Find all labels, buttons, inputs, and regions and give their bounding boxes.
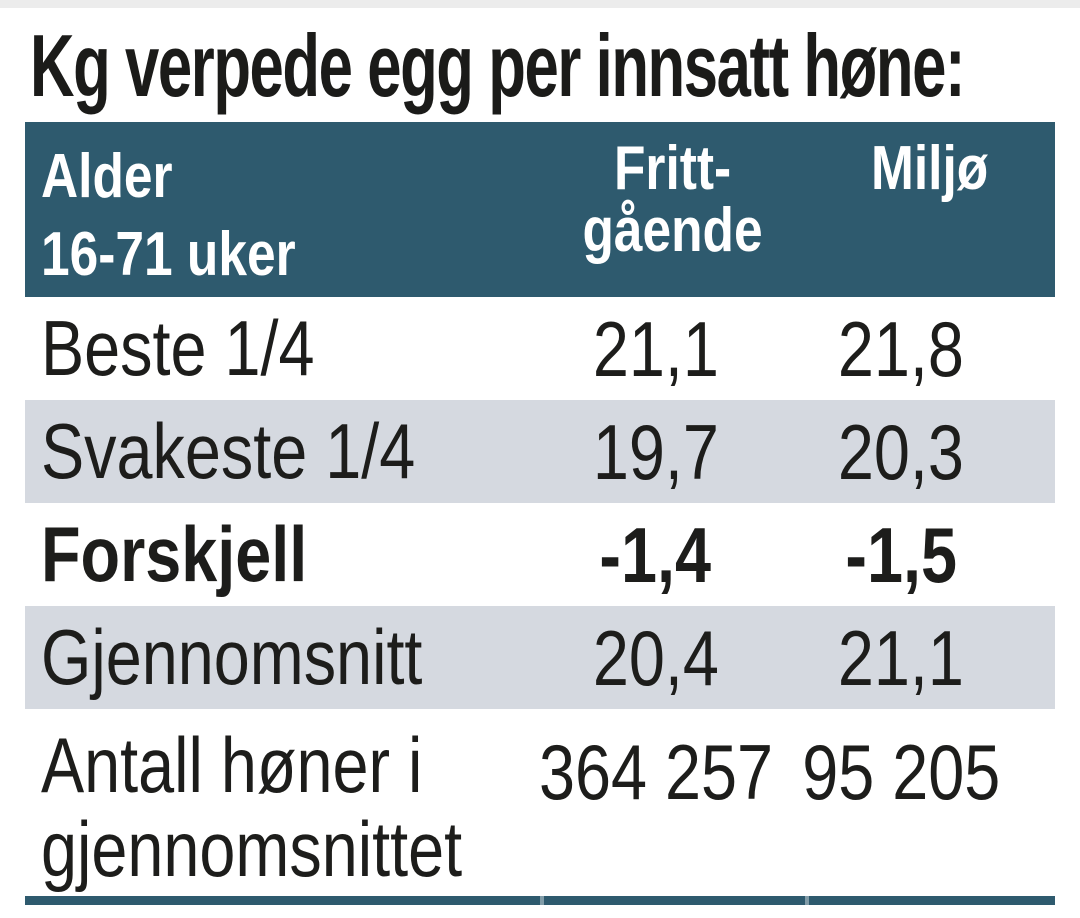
- value-miljo: 20,3: [837, 407, 965, 496]
- table-bottom-border: [25, 896, 1055, 905]
- table-row-forskjell: Forskjell -1,4 -1,5: [25, 503, 1055, 606]
- row-label: Forskjell: [41, 510, 308, 598]
- egg-production-table: Alder 16-71 uker Fritt- gående Miljø Bes…: [25, 122, 1055, 896]
- row-label: Svakeste 1/4: [41, 407, 416, 495]
- page-title: Kg verpede egg per innsatt høne:: [30, 16, 965, 115]
- value-miljo: 21,8: [837, 304, 965, 393]
- table-row-svakeste: Svakeste 1/4 19,7 20,3: [25, 400, 1055, 503]
- top-edge-divider: [0, 0, 1080, 8]
- header-alder-line2: 16-71 uker: [41, 220, 296, 289]
- value-frittgaende: 19,7: [592, 407, 719, 496]
- value-miljo: -1,5: [845, 510, 957, 599]
- row-label: Beste 1/4: [41, 304, 315, 392]
- header-frittgaende-line1: Fritt-: [613, 134, 732, 203]
- value-frittgaende: 364 257: [538, 728, 773, 816]
- value-frittgaende: 21,1: [592, 304, 719, 393]
- table-row-beste: Beste 1/4 21,1 21,8: [25, 297, 1055, 400]
- header-alder-line1: Alder: [41, 142, 173, 211]
- header-frittgaende-line2: gående: [582, 196, 763, 265]
- column-header-alder: Alder 16-71 uker: [25, 122, 540, 297]
- row-label: Gjennomsnitt: [41, 613, 423, 701]
- value-frittgaende: -1,4: [599, 510, 712, 599]
- row-label: Antall høner i gjennomsnittet: [41, 721, 463, 893]
- value-frittgaende: 20,4: [592, 613, 719, 702]
- header-miljo-label: Miljø: [871, 134, 989, 203]
- column-header-miljo: Miljø: [805, 122, 1055, 297]
- value-miljo: 21,1: [837, 613, 965, 702]
- table-row-gjennomsnitt: Gjennomsnitt 20,4 21,1: [25, 606, 1055, 709]
- table-row-antall-honer: Antall høner i gjennomsnittet 364 257 95…: [25, 709, 1055, 896]
- column-header-frittgaende: Fritt- gående: [540, 122, 805, 297]
- value-miljo: 95 205: [801, 728, 1001, 816]
- table-header-row: Alder 16-71 uker Fritt- gående Miljø: [25, 122, 1055, 297]
